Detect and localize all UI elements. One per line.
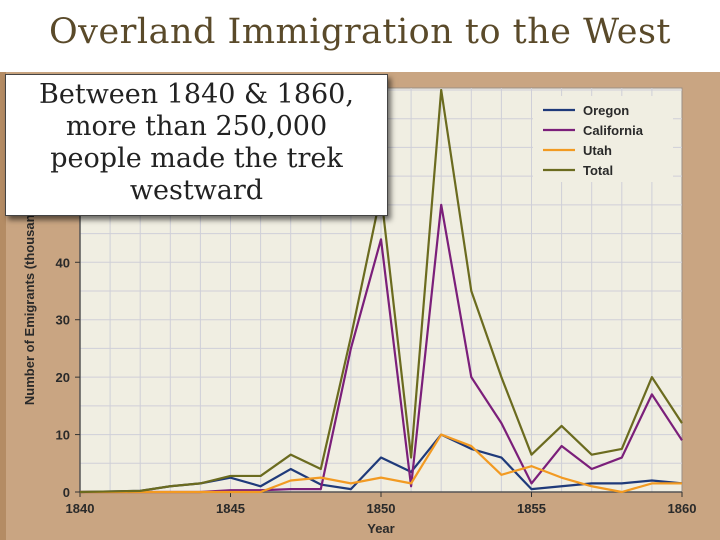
legend-label: California: [583, 123, 644, 138]
y-tick-label: 20: [56, 370, 70, 385]
y-axis-title: Number of Emigrants (thousands): [22, 195, 37, 405]
callout-line: people made the trek: [50, 143, 343, 174]
legend-label: Oregon: [583, 103, 629, 118]
x-tick-label: 1860: [668, 501, 697, 516]
x-tick-label: 1845: [216, 501, 245, 516]
y-tick-label: 30: [56, 313, 70, 328]
x-tick-label: 1855: [517, 501, 546, 516]
legend-label: Utah: [583, 143, 612, 158]
x-tick-label: 1840: [66, 501, 95, 516]
y-tick-label: 10: [56, 428, 70, 443]
series-line-utah: [80, 433, 682, 494]
callout-line: Between 1840 & 1860,: [39, 79, 354, 110]
x-tick-label: 1850: [367, 501, 396, 516]
slide-title: Overland Immigration to the West: [48, 12, 671, 52]
legend-label: Total: [583, 163, 613, 178]
y-tick-label: 0: [63, 485, 70, 500]
y-tick-label: 40: [56, 255, 70, 270]
callout-line: more than 250,000: [65, 111, 328, 142]
callout-line: westward: [129, 175, 264, 206]
x-axis-title: Year: [367, 521, 394, 536]
callout-box: Between 1840 & 1860, more than 250,000 p…: [5, 74, 388, 216]
